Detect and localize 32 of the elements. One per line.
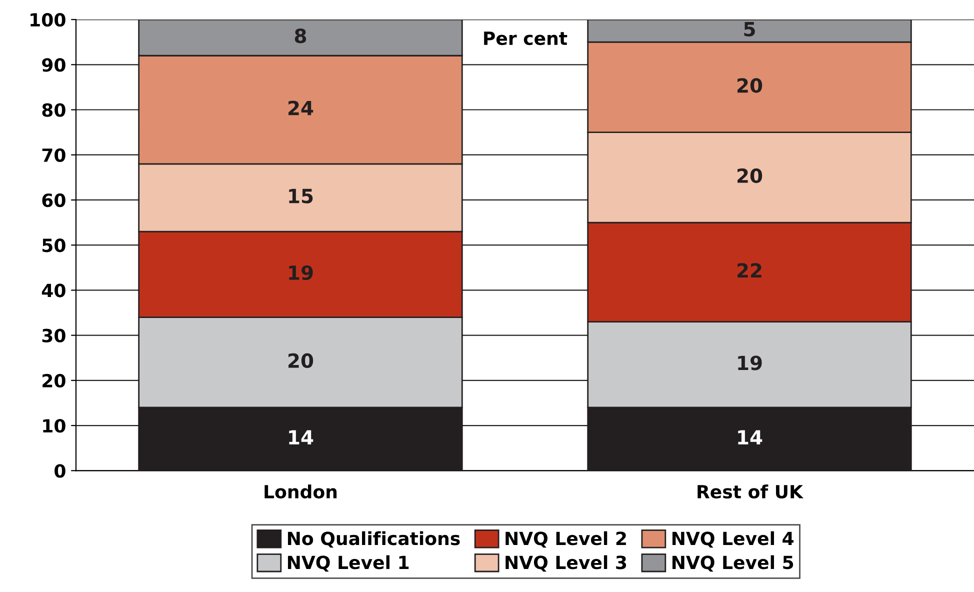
legend-label: No Qualifications [288,531,460,548]
data-label: 8 [294,28,306,44]
y-tick-label: 20 [42,374,66,388]
y-axis-title: Per cent [484,32,568,46]
data-label: 20 [738,168,762,184]
y-tick-label: 60 [42,193,66,208]
y-tick-label: 30 [42,328,66,342]
legend-label: NVQ Level 3 [506,555,626,572]
y-tick-label: 50 [42,238,66,252]
y-tick-label: 80 [42,103,66,117]
y-tick-label: 90 [42,58,66,72]
x-tick-label: Rest of UK [698,484,804,499]
legend-label: NVQ Level 5 [672,555,794,572]
data-label: 20 [738,78,762,93]
y-tick-label: 10 [43,418,66,433]
y-tick-label: 0 [54,464,66,478]
data-label: 19 [738,356,762,370]
data-label: 20 [288,353,314,368]
legend-label: NVQ Level 4 [672,531,794,548]
y-tick-label: 40 [42,284,66,298]
legend-label: NVQ Level 1 [288,555,409,572]
legend-label: NVQ Level 2 [506,531,626,548]
data-label: 24 [288,100,314,116]
data-label: 19 [289,265,313,280]
data-label: 14 [738,430,762,444]
x-tick-label: London [264,484,337,499]
y-tick-label: 100 [30,12,66,27]
data-label: 14 [289,430,314,444]
y-tick-label: 70 [42,148,66,162]
data-label: 15 [289,188,313,204]
data-label: 5 [744,22,755,36]
data-label: 22 [738,263,762,278]
